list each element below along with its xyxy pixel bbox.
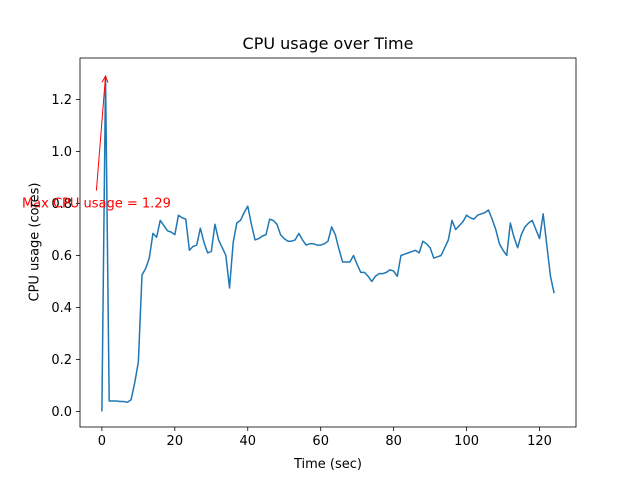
plot-area: 0 20 40 60 80 100 120 0.0 0.2 0.4 0.6 0.8 1.0 1.2 Max …	[22, 57, 577, 449]
chart-title: CPU usage over Time	[243, 34, 414, 53]
x-tick-label: 120	[527, 434, 552, 449]
y-tick-label: 0.4	[51, 301, 72, 316]
y-tick-label: 1.0	[51, 145, 72, 160]
y-tick-label: 0.2	[51, 353, 72, 368]
x-tick-label: 40	[239, 434, 256, 449]
y-tick-label: 0.6	[51, 249, 72, 264]
x-tick-label: 80	[385, 434, 402, 449]
x-tick-label: 100	[454, 434, 479, 449]
y-tick-label: 0.8	[51, 197, 72, 212]
annotation-text: Max CPU usage = 1.29	[22, 197, 171, 212]
series-line	[101, 75, 555, 412]
x-tick-label: 20	[167, 434, 184, 449]
annotation-arrow-shaft	[95, 76, 107, 191]
y-axis-label: CPU usage (cores)	[28, 183, 43, 302]
axes-frame	[79, 57, 577, 428]
x-tick-label: 60	[312, 434, 329, 449]
y-tick-label: 1.2	[51, 93, 72, 108]
annotation-arrow-head	[101, 75, 109, 83]
x-tick-label: 0	[98, 434, 106, 449]
y-tick-label: 0.0	[51, 405, 72, 420]
x-axis-label: Time (sec)	[293, 457, 362, 472]
